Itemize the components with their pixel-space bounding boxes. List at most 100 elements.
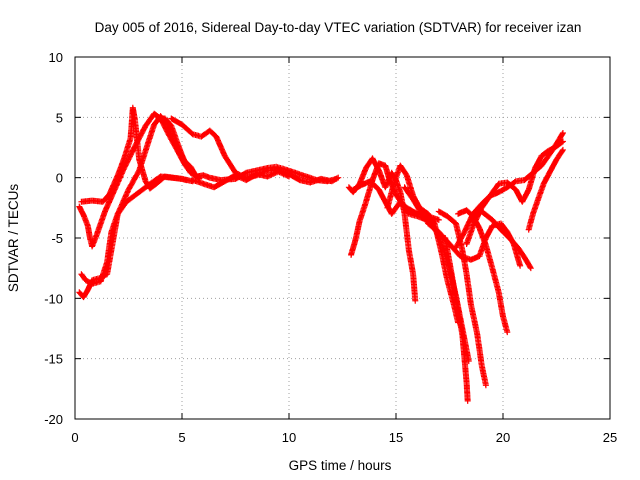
data-point [155, 183, 157, 185]
data-point [102, 201, 104, 203]
series-sat-16 [455, 207, 511, 336]
data-point [350, 254, 352, 256]
data-point [388, 179, 391, 181]
data-point [453, 303, 455, 305]
data-point [284, 168, 286, 170]
data-point [95, 234, 97, 237]
data-point [145, 180, 147, 182]
data-point [421, 213, 423, 215]
data-point [100, 277, 102, 279]
data-point [481, 207, 483, 209]
data-point [472, 225, 474, 227]
data-point [91, 245, 93, 248]
data-point [481, 210, 483, 213]
data-point [134, 145, 136, 147]
data-point [491, 219, 493, 221]
data-point [408, 249, 410, 251]
data-point [256, 169, 258, 172]
data-point [455, 247, 457, 249]
data-point [498, 291, 500, 293]
data-point [78, 206, 80, 208]
data-point [517, 247, 519, 249]
data-point [234, 178, 237, 180]
data-point [506, 331, 508, 333]
data-point [438, 231, 440, 233]
data-point [145, 125, 147, 127]
data-point [459, 255, 461, 257]
x-tick-label: 25 [603, 430, 617, 445]
x-axis-title: GPS time / hours [289, 458, 392, 473]
data-point [138, 191, 140, 193]
data-point [562, 149, 564, 151]
data-point [134, 119, 136, 121]
data-point [224, 180, 226, 182]
data-point [151, 181, 153, 184]
data-point [555, 158, 558, 161]
data-point [110, 249, 112, 251]
chart-title: Day 005 of 2016, Sidereal Day-to-day VTE… [95, 20, 582, 35]
data-point [467, 400, 469, 402]
data-point [446, 279, 448, 281]
x-tick-label: 15 [389, 430, 403, 445]
data-point [183, 160, 185, 162]
data-point [277, 171, 279, 173]
x-tick-label: 10 [282, 430, 296, 445]
data-point [267, 175, 269, 178]
data-point [164, 117, 166, 120]
data-point [267, 169, 269, 172]
data-point [395, 193, 397, 196]
data-point [466, 273, 468, 275]
data-point [438, 210, 440, 213]
data-point [515, 180, 517, 182]
data-point [209, 130, 211, 132]
data-point [481, 364, 483, 366]
data-point [288, 175, 290, 178]
data-point [391, 172, 393, 174]
data-point [85, 279, 87, 281]
data-point [506, 186, 508, 188]
data-point [91, 279, 93, 281]
data-point [160, 175, 162, 178]
series-sat-13 [435, 208, 489, 389]
data-point [354, 239, 356, 242]
data-point [463, 231, 466, 233]
data-point [455, 222, 457, 225]
data-point [123, 157, 125, 159]
data-point [192, 179, 194, 181]
series-sat-19 [467, 208, 534, 272]
data-point [337, 177, 339, 179]
data-point [448, 261, 451, 263]
data-point [406, 207, 408, 209]
y-tick-label: -20 [44, 412, 63, 427]
data-points [76, 104, 566, 404]
data-point [365, 167, 367, 169]
data-point [348, 186, 350, 188]
data-point [157, 117, 160, 120]
data-point [461, 249, 463, 251]
data-point [361, 184, 363, 186]
data-point [224, 155, 226, 157]
data-point [528, 189, 530, 191]
data-point [386, 207, 389, 209]
series-sat-18 [463, 138, 566, 247]
data-point [555, 145, 558, 147]
data-point [540, 155, 543, 157]
data-point [359, 220, 361, 222]
data-point [519, 265, 521, 267]
data-point [369, 180, 371, 182]
grid [75, 57, 610, 419]
data-point [534, 167, 536, 169]
y-tick-label: -10 [44, 291, 63, 306]
data-point [470, 303, 472, 305]
data-point [478, 227, 481, 229]
y-tick-label: 0 [56, 171, 63, 186]
data-point [523, 256, 526, 258]
data-point [130, 137, 132, 139]
data-point [502, 315, 504, 318]
data-point [562, 132, 564, 134]
data-point [104, 210, 106, 213]
data-point [468, 360, 470, 362]
data-point [478, 255, 481, 257]
data-point [294, 172, 297, 174]
